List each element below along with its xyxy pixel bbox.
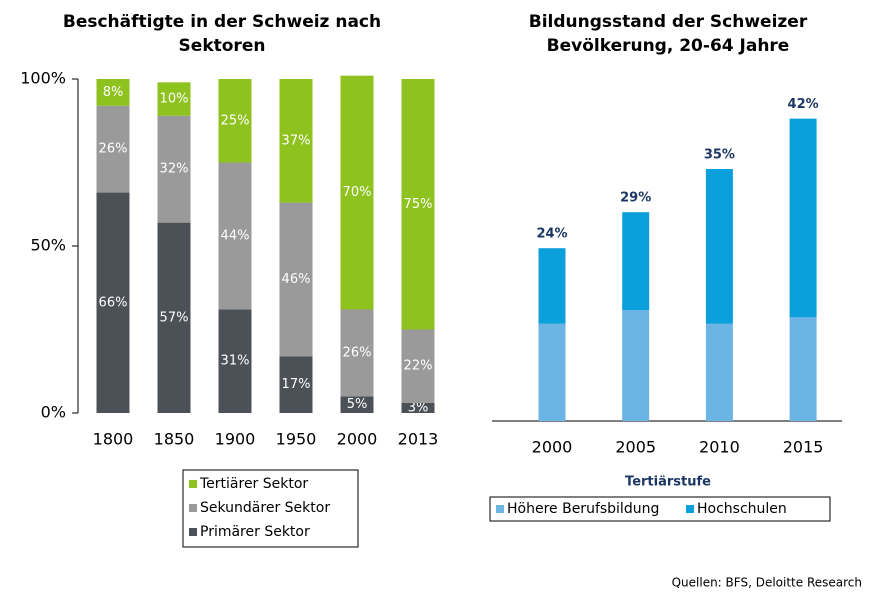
source: Quellen: BFS, Deloitte Research [672,576,862,590]
x-tick-label: 2000 [337,430,378,449]
bar-segment [401,79,435,330]
data-label: 25% [221,113,250,128]
data-label: 57% [160,310,189,325]
legend-swatch [686,505,694,513]
legend-label: Hochschulen [697,501,787,517]
bar-segment [789,317,817,421]
total-label: 24% [536,227,567,242]
bar-segment [218,309,252,413]
data-label: 66% [99,295,128,310]
bar-segment [157,222,191,413]
legend-swatch [189,504,197,512]
bar-segment [340,396,374,413]
bar-segment [218,162,252,310]
bar-segment [538,248,566,324]
chart-title: Bevölkerung, 20-64 Jahre [547,36,790,56]
total-label: 35% [704,148,735,163]
y-tick-label: 50% [30,236,66,255]
bar-segment [705,323,733,421]
x-tick-label: 2015 [783,438,824,457]
bar-segment [279,356,313,413]
x-tick-label: 1850 [154,430,195,449]
x-tick-label: 2000 [532,438,573,457]
data-label: 26% [99,142,128,157]
data-label: 75% [404,197,433,212]
x-axis-label: Tertiärstufe [625,475,711,490]
bar-segment [340,309,374,397]
data-label: 37% [282,133,311,148]
data-label: 5% [347,397,368,412]
legend-box [182,469,359,548]
legend-swatch [189,480,197,488]
x-tick-label: 1800 [93,430,134,449]
legend-label: Primärer Sektor [200,524,310,540]
data-label: 32% [160,162,189,177]
bar-segment [218,79,252,163]
data-label: 10% [160,92,189,107]
bar-segment [157,82,191,116]
y-tick-label: 100% [20,69,66,88]
bar-segment [279,202,313,357]
legend-swatch [496,505,504,513]
bar-segment [96,192,130,413]
bar-segment [622,310,650,421]
data-label: 70% [343,185,372,200]
bar-segment [157,115,191,223]
bar-segment [96,79,130,106]
data-label: 8% [103,85,124,100]
bar-segment [96,105,130,193]
legend-label: Höhere Berufsbildung [507,501,659,517]
data-label: 17% [282,377,311,392]
x-tick-label: 1950 [276,430,317,449]
legend-label: Tertiärer Sektor [199,476,308,492]
data-label: 3% [408,400,429,415]
legend-label: Sekundärer Sektor [200,500,330,516]
data-label: 44% [221,228,250,243]
y-tick-label: 0% [41,403,66,422]
bar-segment [401,329,435,403]
chart-title: Bildungsstand der Schweizer [529,12,808,32]
x-tick-label: 1900 [215,430,256,449]
total-label: 42% [788,97,819,112]
legend-swatch [189,528,197,536]
data-label: 26% [343,345,372,360]
bar-segment [538,323,566,421]
bar-segment [789,118,817,318]
bar-segment [622,212,650,311]
x-tick-label: 2013 [398,430,439,449]
data-label: 31% [221,354,250,369]
x-tick-label: 2010 [699,438,740,457]
data-label: 22% [404,359,433,374]
bar-segment [340,75,374,310]
bar-segment [401,402,435,413]
legend-box [489,496,831,522]
bar-segment [705,169,733,324]
chart-title: Beschäftigte in der Schweiz nach [63,12,381,32]
x-tick-label: 2005 [615,438,656,457]
data-label: 46% [282,272,311,287]
chart-title: Sektoren [179,36,266,56]
total-label: 29% [620,191,651,206]
bar-segment [279,79,313,203]
